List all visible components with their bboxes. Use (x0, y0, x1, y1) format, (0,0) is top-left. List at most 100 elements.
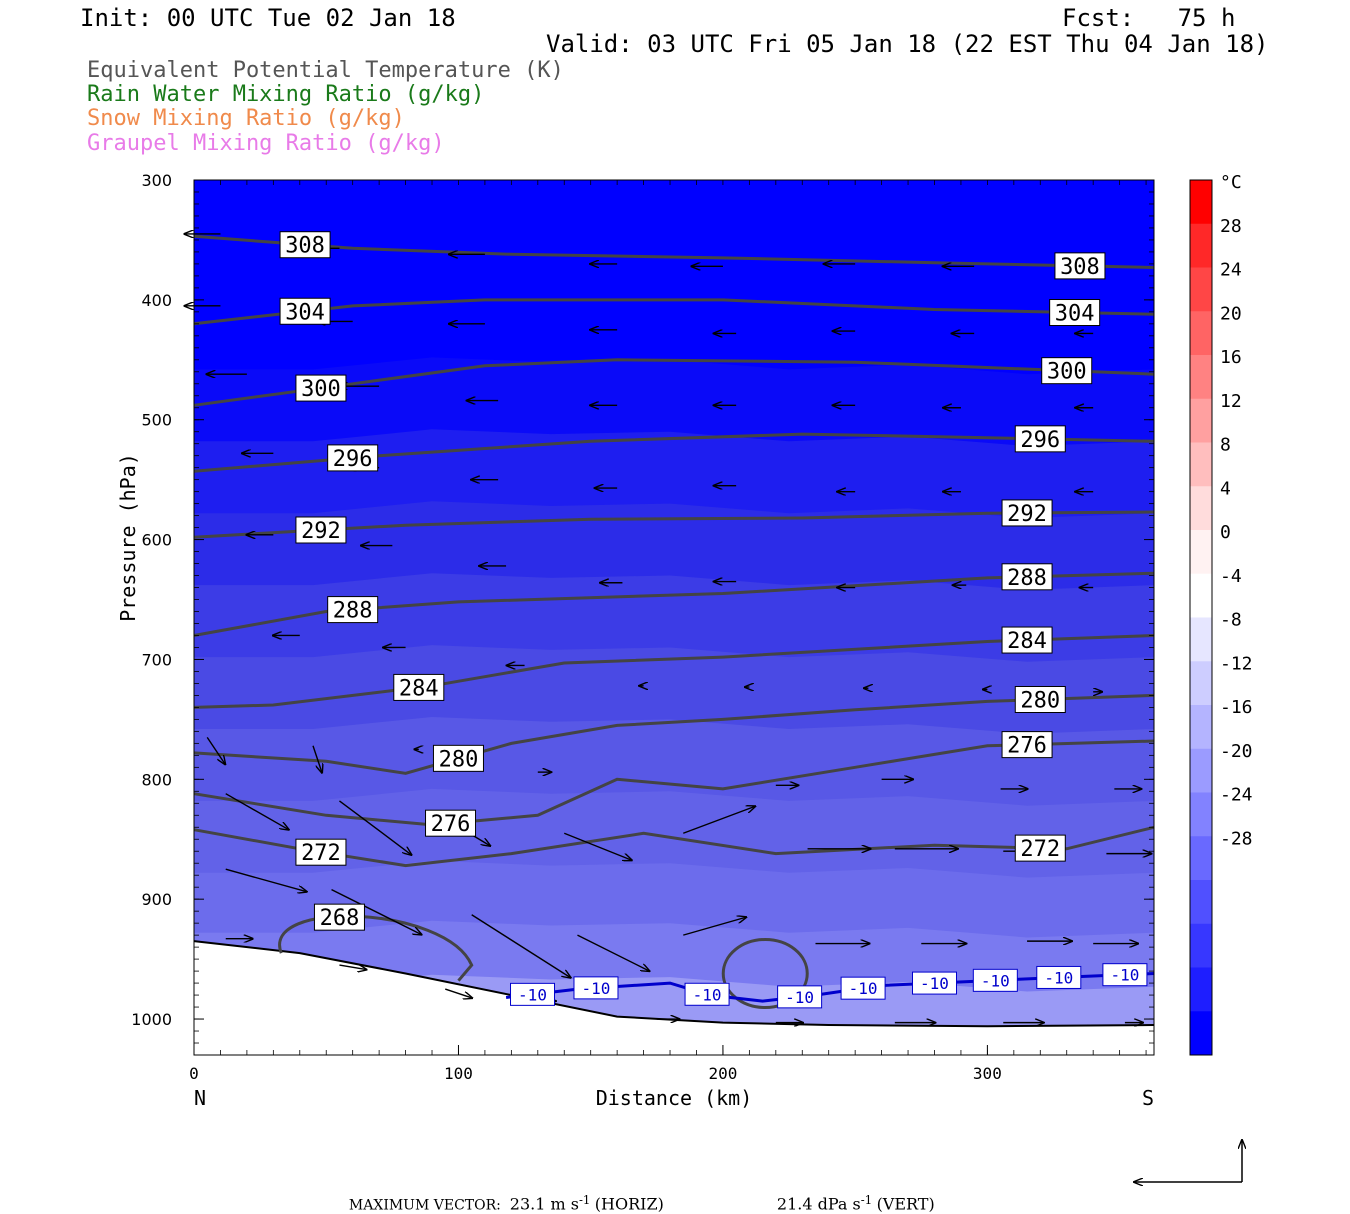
colorbar-swatch (1190, 792, 1212, 837)
contour-label-box (1014, 834, 1066, 862)
max-vector-label: MAXIMUM VECTOR: 23.1 m s-1 (HORIZ) (348, 1193, 664, 1214)
isotherm-label-box (573, 976, 619, 1000)
wind-vector (225, 793, 289, 830)
colorbar-unit: °C (1220, 172, 1242, 193)
isotherm-label-box (510, 982, 556, 1006)
isotherm-label-box (911, 971, 957, 995)
wind-vector (312, 745, 322, 773)
contour-label-box (1001, 563, 1053, 591)
valid-time: Valid: 03 UTC Fri 05 Jan 18 (22 EST Thu … (546, 30, 1269, 58)
theta-e-contour-268 (278, 914, 474, 982)
contour-label: 292 (301, 519, 341, 544)
contour-label-box (327, 444, 379, 472)
wind-vector (683, 806, 755, 834)
colorbar-swatch (1190, 267, 1212, 312)
contour-label-box (1001, 731, 1053, 759)
vert-max-label: 21.4 dPa s-1 (VERT) (776, 1193, 935, 1214)
colorbar-swatch (1190, 530, 1212, 575)
contour-label: 284 (399, 676, 439, 701)
contour-label: 288 (333, 599, 373, 624)
isotherm-label-box (972, 968, 1018, 992)
colorbar-swatch (1190, 923, 1212, 968)
contour-label: 296 (333, 447, 373, 472)
y-axis-label: Pressure (hPa) (116, 453, 140, 622)
contour-label-box (1041, 357, 1093, 385)
isotherm-label: -10 (1110, 966, 1139, 985)
colorbar-swatch (1190, 836, 1212, 881)
wind-vector (339, 800, 411, 855)
colorbar-tick-label: -8 (1220, 610, 1242, 631)
contour-label: 304 (285, 300, 325, 325)
colorbar-swatch (1190, 967, 1212, 1012)
wind-vector (225, 868, 307, 892)
x-axis-left-end-label: N (194, 1086, 206, 1110)
theta-e-contour-284 (193, 634, 1155, 709)
isotherm-label: -10 (518, 985, 547, 1004)
legend-theta-e: Equivalent Potential Temperature (K) (87, 58, 564, 83)
colorbar-tick-label: 20 (1220, 303, 1242, 324)
theta-e-contour-280 (193, 693, 1155, 775)
colorbar-swatch (1190, 617, 1212, 662)
legend-rain-water: Rain Water Mixing Ratio (g/kg) (87, 82, 485, 107)
forecast-hour: Fcst: 75 h (1062, 4, 1236, 32)
colorbar-tick-label: -16 (1220, 697, 1253, 718)
colorbar-swatch (1190, 573, 1212, 618)
contour-label-box (393, 673, 445, 701)
contour-label: 276 (431, 812, 471, 837)
wind-vector (577, 934, 649, 971)
contour-label-box (279, 231, 331, 259)
x-axis-label: Distance (km) (596, 1086, 753, 1110)
colorbar-tick-label: -4 (1220, 566, 1242, 587)
colorbar-swatch (1190, 486, 1212, 531)
contour-label: 288 (1007, 566, 1047, 591)
wind-vector (445, 988, 472, 998)
y-tick-label: 400 (141, 291, 172, 310)
colorbar-swatch (1190, 748, 1212, 793)
colorbar-swatch (1190, 442, 1212, 487)
y-tick-label: 900 (141, 890, 172, 909)
init-time: Init: 00 UTC Tue 02 Jan 18 (80, 4, 456, 32)
colorbar-tick-label: 8 (1220, 435, 1231, 456)
colorbar-swatch (1190, 355, 1212, 400)
isotherm-label-box (1036, 965, 1082, 989)
colorbar-swatch (1190, 1011, 1212, 1056)
isotherm-label: -10 (849, 979, 878, 998)
colorbar-swatch (1190, 311, 1212, 356)
y-tick-label: 300 (141, 171, 172, 190)
contour-label-box (425, 809, 477, 837)
contour-label: 300 (301, 377, 341, 402)
theta-e-contour-276 (193, 739, 1155, 827)
contour-label-box (295, 516, 347, 544)
contour-label-box (1001, 626, 1053, 654)
horiz-value: 23.1 m s (509, 1194, 579, 1214)
contour-label-box (1014, 425, 1066, 453)
contour-label-box (1049, 299, 1101, 327)
legend-snow: Snow Mixing Ratio (g/kg) (87, 106, 405, 131)
contour-label: 308 (285, 234, 325, 259)
colorbar-swatch (1190, 398, 1212, 443)
contour-label: 292 (1007, 502, 1047, 527)
x-tick-label: 300 (973, 1064, 1002, 1083)
isotherm-label: -10 (1044, 968, 1073, 987)
contour-label: 272 (1020, 837, 1060, 862)
x-tick-label: 0 (189, 1064, 199, 1083)
legend-graupel: Graupel Mixing Ratio (g/kg) (87, 131, 445, 156)
isotherm-label-box (684, 982, 730, 1006)
contour-label: 272 (301, 841, 341, 866)
colorbar-tick-label: -28 (1220, 828, 1253, 849)
colorbar-swatch (1190, 705, 1212, 750)
y-tick-label: 700 (141, 650, 172, 669)
isotherm-label: -10 (981, 971, 1010, 990)
contour-label-box (327, 596, 379, 624)
contour-label-box (313, 903, 365, 931)
isotherm-label-box (840, 976, 886, 1000)
isotherm-label: -10 (693, 985, 722, 1004)
wind-vector (471, 914, 571, 978)
isotherm-label-box (1102, 963, 1148, 987)
contour-label: 280 (1020, 689, 1060, 714)
contour-label: 280 (439, 747, 479, 772)
colorbar-tick-label: 4 (1220, 478, 1231, 499)
contour-label: 308 (1060, 255, 1100, 280)
colorbar-frame (1189, 179, 1213, 1056)
wind-vector (331, 888, 422, 935)
